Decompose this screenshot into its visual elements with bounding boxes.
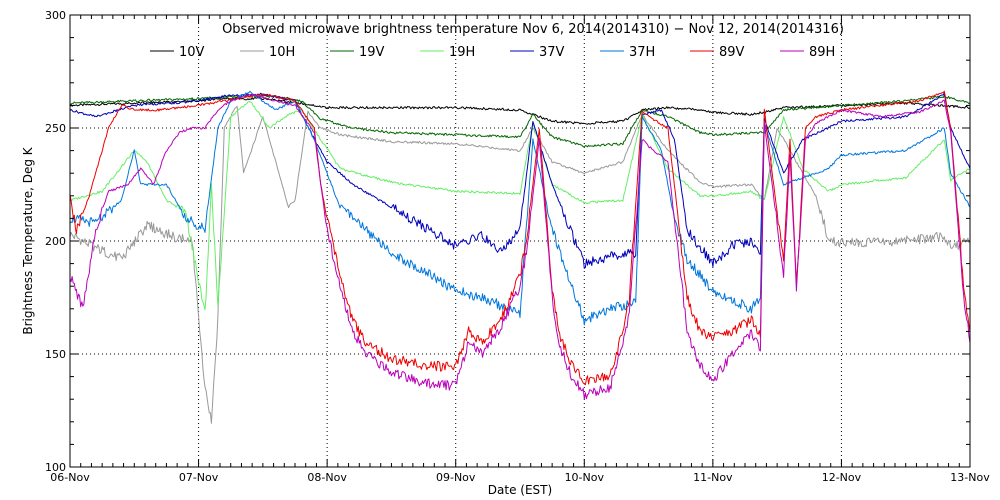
grid-lines (70, 15, 970, 467)
x-tick-label: 13-Nov (950, 471, 990, 484)
legend-label-10v: 10V (179, 45, 205, 60)
y-axis-title: Brightness Temperature, Deg K (21, 146, 35, 334)
series-line-37v (69, 92, 971, 269)
x-tick-label: 06-Nov (50, 471, 90, 484)
series-line-10v (69, 97, 971, 125)
x-tick-label: 09-Nov (436, 471, 476, 484)
chart-title: Observed microwave brightness temperatur… (222, 22, 844, 37)
series-line-37h (69, 90, 971, 326)
x-tick-label: 11-Nov (693, 471, 733, 484)
legend-label-10h: 10H (269, 45, 295, 60)
x-tick-label: 10-Nov (565, 471, 605, 484)
x-tick-label: 12-Nov (822, 471, 862, 484)
legend-label-19v: 19V (359, 45, 385, 60)
legend: 10V 10H 19V 19H 37V 37H 89V 89H (150, 45, 835, 60)
legend-label-37h: 37H (629, 45, 655, 60)
y-tick-label: 100 (45, 461, 66, 474)
legend-label-89h: 89H (809, 45, 835, 60)
series-line-89h (69, 94, 971, 400)
y-tick-label: 200 (45, 235, 66, 248)
series-line-19v (69, 94, 971, 148)
x-tick-label: 07-Nov (179, 471, 219, 484)
y-tick-label: 300 (45, 9, 66, 22)
y-tick-label: 150 (45, 348, 66, 361)
y-tick-label: 250 (45, 122, 66, 135)
x-tick-label: 08-Nov (307, 471, 347, 484)
axis-ticks: 06-Nov 07-Nov 08-Nov 09-Nov 10-Nov 11-Nov 12-N… (45, 9, 990, 484)
series-line-19h (69, 101, 971, 311)
legend-label-89v: 89V (719, 45, 745, 60)
legend-label-37v: 37V (539, 45, 565, 60)
series-line-10h (69, 105, 971, 424)
x-axis-title: Date (EST) (488, 483, 552, 497)
legend-label-19h: 19H (449, 45, 475, 60)
series-line-89v (69, 90, 971, 386)
series-lines (69, 90, 971, 424)
